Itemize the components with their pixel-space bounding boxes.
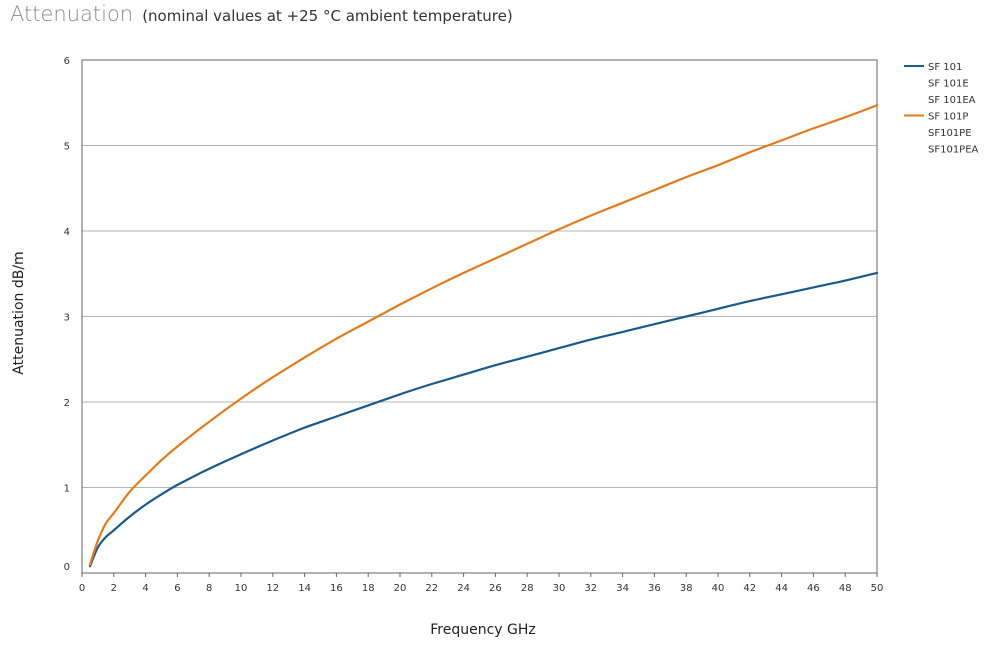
legend-label: SF 101P: [928, 112, 968, 123]
series-line-1: [88, 271, 879, 568]
legend-label: SF 101E: [928, 79, 969, 90]
y-tick-label: 3: [64, 313, 70, 324]
legend-label: SF 101: [928, 62, 962, 73]
x-tick-label: 16: [330, 583, 343, 594]
chart-title: Attenuation: [10, 2, 134, 26]
x-tick-label: 34: [616, 583, 629, 594]
x-tick-label: 28: [521, 583, 534, 594]
series-line-2: [88, 104, 879, 566]
y-axis-ticks: 0 1 2 3 4 5 6: [64, 56, 70, 573]
legend-label: SF 101EA: [928, 95, 976, 106]
x-tick-label: 46: [807, 583, 820, 594]
grid-lines: [82, 145, 877, 488]
legend: SF 101 SF 101E SF 101EA SF 101P SF101PE SF101…: [904, 62, 979, 156]
plot-area: [81, 59, 878, 574]
y-tick-label: 5: [64, 142, 70, 153]
y-tick-label: 0: [64, 562, 70, 573]
x-tick-label: 38: [680, 583, 693, 594]
series-lines: [88, 104, 879, 568]
y-tick-label: 6: [64, 56, 70, 67]
x-tick-label: 40: [712, 583, 725, 594]
x-tick-label: 14: [298, 583, 311, 594]
x-tick-label: 22: [425, 583, 438, 594]
x-tick-label: 32: [584, 583, 597, 594]
x-tick-label: 8: [206, 583, 212, 594]
x-tick-label: 20: [394, 583, 407, 594]
x-tick-label: 12: [266, 583, 279, 594]
plot-frame: [81, 59, 878, 574]
x-tick-label: 10: [235, 583, 248, 594]
chart-subtitle: (nominal values at +25 °C ambient temper…: [142, 7, 513, 25]
y-axis-title: Attenuation dB/m: [11, 251, 27, 374]
x-tick-label: 30: [553, 583, 566, 594]
x-tick-label: 42: [743, 583, 756, 594]
page-title: Attenuation (nominal values at +25 °C am…: [10, 2, 513, 26]
y-tick-label: 1: [64, 484, 70, 495]
x-tick-label: 44: [775, 583, 788, 594]
x-tick-label: 0: [79, 583, 85, 594]
x-tick-label: 26: [489, 583, 502, 594]
x-tick-label: 6: [174, 583, 180, 594]
x-tick-label: 2: [111, 583, 117, 594]
x-tick-label: 24: [457, 583, 470, 594]
x-tick-label: 4: [142, 583, 148, 594]
legend-label: SF101PE: [928, 128, 972, 139]
x-tick-label: 18: [362, 583, 375, 594]
y-tick-label: 2: [64, 398, 70, 409]
legend-label: SF101PEA: [928, 145, 979, 156]
x-tick-label: 36: [648, 583, 661, 594]
x-tick-label: 48: [839, 583, 852, 594]
x-axis-title: Frequency GHz: [430, 622, 536, 638]
y-tick-label: 4: [64, 227, 70, 238]
x-axis-ticks: 0 2 4 6 8 10 12 14 16 18 20 22 24 26 28 30 32 34 36 38 40 42 4…: [79, 573, 884, 594]
x-tick-label: 50: [871, 583, 884, 594]
